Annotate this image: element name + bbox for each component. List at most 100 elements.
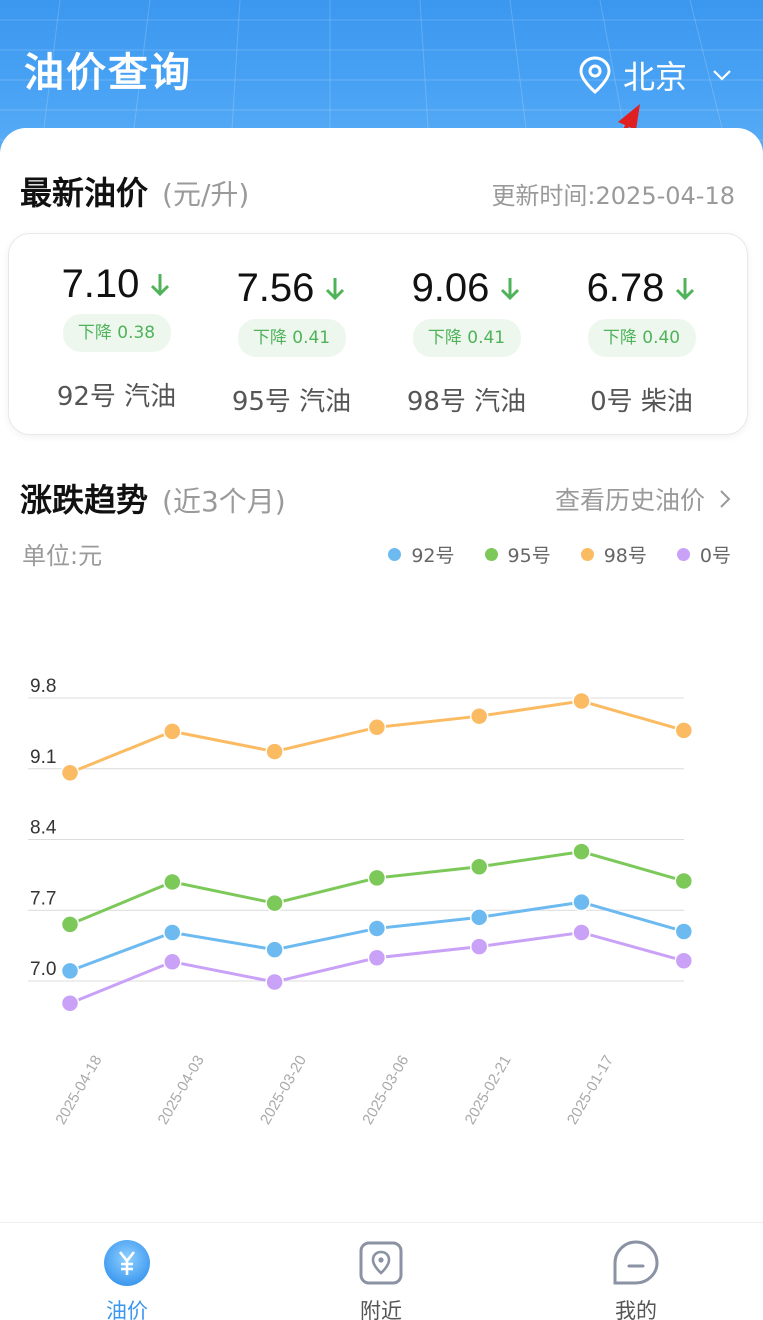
data-point[interactable] xyxy=(469,706,489,726)
profile-chat-icon xyxy=(613,1240,659,1285)
legend-item-98[interactable]: 98号 xyxy=(580,541,647,568)
chevron-down-icon xyxy=(713,70,731,81)
fuel-name: 98号 汽油 xyxy=(406,387,527,417)
legend-item-92[interactable]: 92号 xyxy=(388,541,455,568)
data-point[interactable] xyxy=(469,937,489,956)
legend-label: 95号 xyxy=(507,545,551,567)
data-point[interactable] xyxy=(572,923,591,942)
data-point[interactable] xyxy=(60,763,80,783)
data-point[interactable] xyxy=(572,842,591,861)
data-point[interactable] xyxy=(674,871,694,891)
unit-label: 单位:元 xyxy=(22,542,103,570)
legend-dot xyxy=(580,548,594,561)
legend-dot xyxy=(484,548,498,561)
data-point[interactable] xyxy=(367,718,387,737)
data-point[interactable] xyxy=(265,742,284,761)
price-item-95[interactable]: 7.56 下降 0.41 95号 汽油 xyxy=(199,234,384,434)
data-point[interactable] xyxy=(367,868,387,888)
data-point[interactable] xyxy=(60,993,80,1013)
tab-label: 油价 xyxy=(106,1299,148,1320)
legend-label: 92号 xyxy=(411,545,455,567)
x-tick-label: 2025-04-03 xyxy=(155,1053,208,1128)
data-point[interactable] xyxy=(674,721,694,740)
y-tick-label: 9.8 xyxy=(30,676,56,697)
city-name: 北京 xyxy=(622,58,687,96)
fuel-name: 95号 汽油 xyxy=(231,387,352,417)
fuel-name: 92号 汽油 xyxy=(56,382,177,412)
location-pin-icon xyxy=(579,56,611,94)
data-point[interactable] xyxy=(265,972,284,992)
chart-legend: 92号 95号 98号 0号 xyxy=(388,541,731,568)
app-title: 油价查询 xyxy=(24,50,192,96)
arrow-down-icon xyxy=(676,277,695,300)
price-item-92[interactable]: 7.10 下降 0.38 92号 汽油 xyxy=(24,234,209,434)
data-point[interactable] xyxy=(265,940,284,959)
trend-chart: 9.8 9.1 8.4 7.7 7.0 2025-04-18 2025-04-03 2025-… xyxy=(28,676,694,1128)
data-point[interactable] xyxy=(674,951,694,971)
tab-profile[interactable]: 我的 xyxy=(509,1223,763,1320)
data-point[interactable] xyxy=(367,948,387,968)
data-point[interactable] xyxy=(572,892,591,912)
latest-price-unit: (元/升) xyxy=(162,178,250,211)
change-badge: 下降 0.41 xyxy=(237,319,346,357)
arrow-down-icon xyxy=(501,277,520,300)
change-badge: 下降 0.38 xyxy=(62,314,171,352)
data-point[interactable] xyxy=(163,722,182,741)
view-history-link[interactable]: 查看历史油价 xyxy=(555,481,733,517)
yuan-icon xyxy=(104,1240,150,1286)
fuel-name: 0号 柴油 xyxy=(590,387,693,417)
legend-item-0[interactable]: 0号 xyxy=(676,541,731,568)
x-tick-label: 2025-03-20 xyxy=(257,1053,310,1128)
y-tick-label: 7.7 xyxy=(30,888,56,909)
data-point[interactable] xyxy=(367,919,387,938)
tab-nearby[interactable]: 附近 xyxy=(254,1223,508,1320)
content-card: 最新油价 (元/升) 更新时间:2025-04-18 7.10 下降 0.38 9… xyxy=(0,128,763,1228)
data-point[interactable] xyxy=(469,857,489,877)
legend-dot xyxy=(388,548,402,561)
x-tick-label: 2025-04-18 xyxy=(52,1053,105,1128)
arrow-down-icon xyxy=(326,277,345,300)
latest-price-title: 最新油价 (元/升) xyxy=(20,168,249,214)
tab-label: 我的 xyxy=(615,1299,657,1320)
history-link-label: 查看历史油价 xyxy=(554,486,705,515)
header-pattern xyxy=(0,0,763,160)
legend-label: 0号 xyxy=(699,545,731,567)
data-point[interactable] xyxy=(674,922,694,941)
data-point[interactable] xyxy=(163,872,182,892)
nearby-location-icon xyxy=(359,1241,403,1285)
data-point[interactable] xyxy=(163,923,182,942)
data-point[interactable] xyxy=(60,915,80,934)
trend-subtitle: (近3个月) xyxy=(162,485,286,518)
y-tick-label: 7.0 xyxy=(30,959,56,980)
price-value: 7.10 xyxy=(61,262,140,306)
x-tick-label: 2025-03-06 xyxy=(359,1053,412,1128)
tab-bar: 油价 附近 我的 xyxy=(0,1222,763,1320)
arrow-down-icon xyxy=(151,273,170,296)
chevron-right-icon xyxy=(720,490,731,508)
update-time: 更新时间:2025-04-18 xyxy=(491,182,735,210)
series-line-2 xyxy=(69,699,685,775)
price-card: 7.10 下降 0.38 92号 汽油 7.56 下降 0.41 95号 汽油 … xyxy=(8,233,748,435)
data-point[interactable] xyxy=(572,691,591,711)
legend-label: 98号 xyxy=(603,545,647,567)
change-badge: 下降 0.40 xyxy=(587,319,696,357)
price-item-98[interactable]: 9.06 下降 0.41 98号 汽油 xyxy=(374,234,559,434)
data-point[interactable] xyxy=(265,893,284,913)
y-tick-label: 8.4 xyxy=(30,818,57,839)
series-line-1 xyxy=(69,850,685,926)
price-value: 9.06 xyxy=(411,266,490,310)
city-picker[interactable]: 北京 xyxy=(577,52,733,98)
data-point[interactable] xyxy=(163,952,182,972)
tab-price[interactable]: 油价 xyxy=(0,1223,254,1320)
price-value: 6.78 xyxy=(586,266,665,310)
trend-title: 涨跌趋势 (近3个月) xyxy=(20,475,286,521)
trend-heading: 涨跌趋势 xyxy=(20,481,149,519)
price-item-0[interactable]: 6.78 下降 0.40 0号 柴油 xyxy=(549,234,734,434)
y-tick-label: 9.1 xyxy=(30,747,56,768)
x-tick-label: 2025-01-17 xyxy=(564,1053,617,1128)
data-point[interactable] xyxy=(469,908,489,927)
legend-item-95[interactable]: 95号 xyxy=(484,541,551,568)
series-line-3 xyxy=(69,930,685,1005)
legend-dot xyxy=(676,548,690,561)
data-point[interactable] xyxy=(60,961,80,981)
